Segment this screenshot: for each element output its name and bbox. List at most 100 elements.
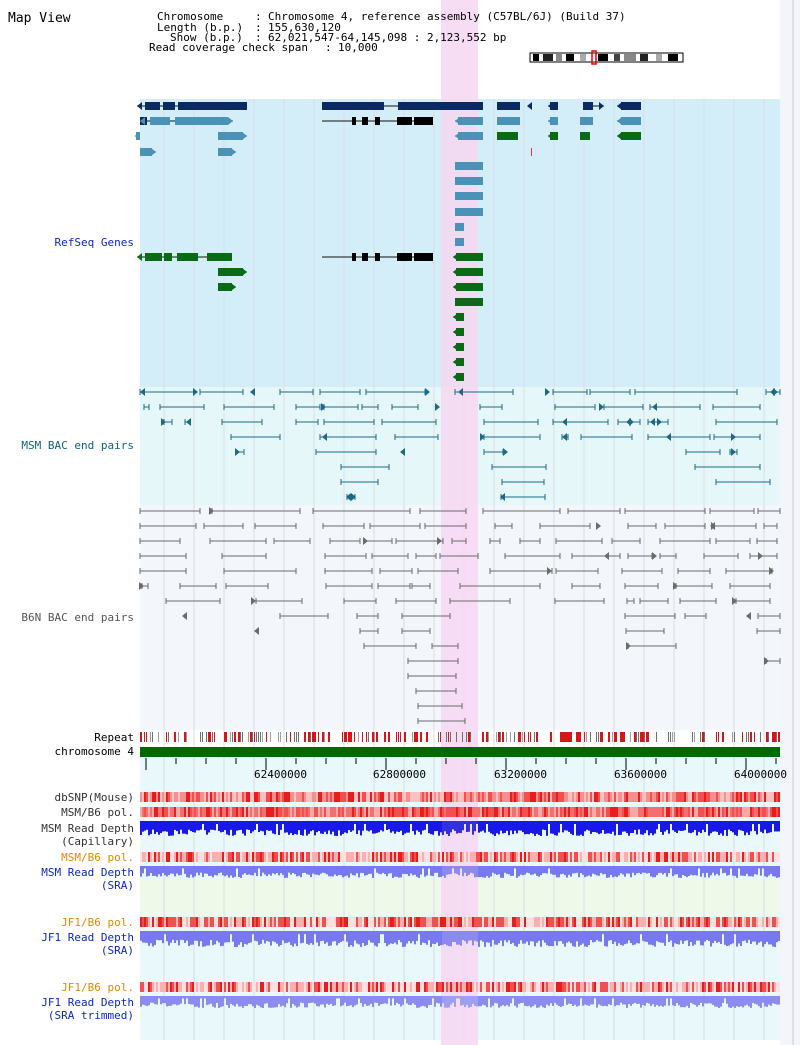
polymorphism-cell bbox=[180, 792, 182, 802]
b6n-bac-end-pairs-label[interactable]: B6N BAC end pairs bbox=[21, 611, 134, 624]
polymorphism-cell bbox=[144, 852, 146, 862]
polymorphism-cell bbox=[318, 852, 320, 862]
read-depth-bar bbox=[510, 821, 512, 831]
polymorphism-cell bbox=[644, 792, 646, 802]
dbsnp-label[interactable]: dbSNP(Mouse) bbox=[54, 791, 134, 804]
read-depth-bar bbox=[448, 996, 450, 1008]
polymorphism-cell bbox=[182, 917, 184, 927]
polymorphism-cell bbox=[184, 852, 186, 862]
read-depth-bar bbox=[420, 866, 422, 875]
polymorphism-cell bbox=[218, 852, 220, 862]
read-depth-bar bbox=[596, 821, 598, 833]
msm-bac-end-pairs-label[interactable]: MSM BAC end pairs bbox=[21, 439, 134, 452]
polymorphism-cell bbox=[250, 982, 252, 992]
polymorphism-cell bbox=[670, 982, 672, 992]
polymorphism-cell bbox=[688, 807, 690, 817]
gene-exon-block bbox=[218, 148, 232, 156]
polymorphism-cell bbox=[258, 807, 260, 817]
read-depth-bar bbox=[262, 821, 264, 832]
read-depth-bar bbox=[762, 821, 764, 834]
read-depth-bar bbox=[302, 996, 304, 1004]
msm-pol-sra-label[interactable]: MSM/B6 pol. bbox=[61, 851, 134, 864]
read-depth-bar bbox=[244, 866, 246, 874]
read-depth-bar bbox=[766, 821, 768, 834]
read-depth-bar bbox=[750, 821, 752, 832]
polymorphism-cell bbox=[572, 852, 574, 862]
polymorphism-cell bbox=[348, 982, 350, 992]
read-depth-bar bbox=[280, 996, 282, 1007]
polymorphism-cell bbox=[144, 807, 146, 817]
read-depth-bar bbox=[338, 996, 340, 999]
read-depth-bar bbox=[312, 996, 314, 1003]
repeat-element bbox=[384, 732, 386, 742]
polymorphism-cell bbox=[692, 917, 694, 927]
read-depth-bar bbox=[574, 931, 576, 947]
polymorphism-cell bbox=[474, 917, 476, 927]
polymorphism-cell bbox=[724, 807, 726, 817]
polymorphism-cell bbox=[292, 852, 294, 862]
msm-depth-sra-label[interactable]: MSM Read Depth bbox=[41, 866, 134, 879]
polymorphism-cell bbox=[402, 807, 404, 817]
read-depth-bar bbox=[416, 821, 418, 831]
polymorphism-cell bbox=[468, 792, 470, 802]
read-depth-bar bbox=[238, 866, 240, 878]
polymorphism-cell bbox=[630, 852, 632, 862]
polymorphism-cell bbox=[536, 917, 538, 927]
polymorphism-cell bbox=[356, 807, 358, 817]
read-depth-bar bbox=[366, 996, 368, 1006]
read-depth-bar bbox=[692, 866, 694, 876]
msm-depth-capillary-label[interactable]: MSM Read Depth bbox=[41, 822, 134, 835]
polymorphism-cell bbox=[736, 852, 738, 862]
gene-exon-block bbox=[550, 132, 558, 140]
read-depth-bar bbox=[220, 821, 222, 833]
read-depth-bar bbox=[374, 996, 376, 1003]
polymorphism-cell bbox=[634, 807, 636, 817]
read-depth-bar bbox=[560, 866, 562, 875]
gene-exon-block bbox=[150, 117, 170, 125]
polymorphism-cell bbox=[712, 982, 714, 992]
polymorphism-cell bbox=[476, 792, 478, 802]
polymorphism-cell bbox=[224, 807, 226, 817]
read-depth-bar bbox=[480, 931, 482, 941]
polymorphism-cell bbox=[670, 852, 672, 862]
polymorphism-cell bbox=[236, 852, 238, 862]
gene-exon-block bbox=[456, 358, 464, 366]
read-depth-bar bbox=[268, 866, 270, 875]
read-depth-bar bbox=[492, 996, 494, 1006]
msm-pol-label[interactable]: MSM/B6 pol. bbox=[61, 806, 134, 819]
polymorphism-cell bbox=[350, 852, 352, 862]
gene-strand-arrow bbox=[455, 117, 460, 125]
read-depth-bar bbox=[502, 866, 504, 878]
jf1-pol-trimmed-label[interactable]: JF1/B6 pol. bbox=[61, 981, 134, 994]
polymorphism-cell bbox=[248, 792, 250, 802]
read-depth-bar bbox=[700, 996, 702, 1003]
read-depth-bar bbox=[610, 866, 612, 875]
read-depth-bar bbox=[230, 996, 232, 1004]
polymorphism-cell bbox=[744, 982, 746, 992]
repeat-element bbox=[534, 732, 535, 742]
polymorphism-cell bbox=[504, 807, 506, 817]
polymorphism-cell bbox=[270, 807, 272, 817]
read-depth-bar bbox=[380, 931, 382, 935]
polymorphism-cell bbox=[686, 792, 688, 802]
refseq-genes-label[interactable]: RefSeq Genes bbox=[54, 236, 134, 249]
read-depth-bar bbox=[702, 866, 704, 874]
polymorphism-cell bbox=[422, 792, 424, 802]
polymorphism-cell bbox=[664, 917, 666, 927]
repeat-element bbox=[278, 732, 279, 742]
polymorphism-cell bbox=[324, 792, 326, 802]
polymorphism-cell bbox=[532, 917, 534, 927]
polymorphism-cell bbox=[212, 807, 214, 817]
jf1-depth-trimmed-label[interactable]: JF1 Read Depth bbox=[41, 996, 134, 1009]
read-depth-bar bbox=[346, 996, 348, 1007]
polymorphism-cell bbox=[456, 982, 458, 992]
read-depth-bar bbox=[208, 821, 210, 833]
jf1-depth-sra-label[interactable]: JF1 Read Depth bbox=[41, 931, 134, 944]
jf1-pol-label[interactable]: JF1/B6 pol. bbox=[61, 916, 134, 929]
polymorphism-cell bbox=[312, 792, 314, 802]
polymorphism-cell bbox=[516, 917, 518, 927]
polymorphism-cell bbox=[222, 807, 224, 817]
polymorphism-cell bbox=[494, 982, 496, 992]
polymorphism-cell bbox=[330, 982, 332, 992]
